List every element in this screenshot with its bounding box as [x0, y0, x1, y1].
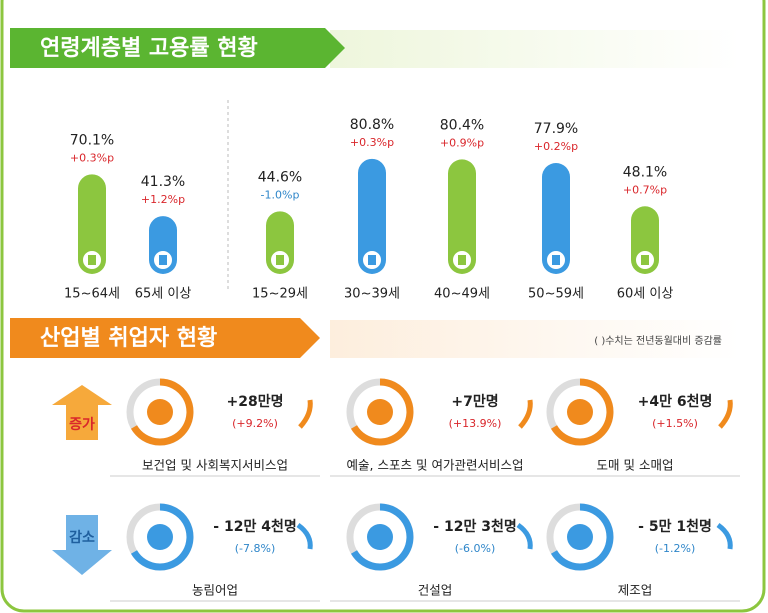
category-label: 30~39세	[344, 287, 400, 302]
bar	[448, 159, 476, 274]
category-label: 65세 이상	[135, 287, 192, 302]
icon-ring	[350, 378, 414, 446]
section-title: 연령계층별 고용률 현황	[40, 36, 258, 61]
value-label: 80.4%	[440, 117, 484, 133]
category-label: 60세 이상	[617, 287, 674, 302]
change: +7만명	[451, 393, 498, 410]
trend-arrow	[518, 399, 533, 429]
banner	[10, 28, 345, 68]
category-label: 15~29세	[252, 287, 308, 302]
rate: (+1.5%)	[652, 417, 698, 430]
bar-icon	[641, 255, 649, 265]
change: - 12만 4천명	[213, 518, 296, 535]
icon	[147, 399, 173, 425]
industry-name: 건설업	[418, 583, 453, 598]
bar	[358, 158, 386, 274]
rate: (+13.9%)	[449, 417, 502, 430]
change-label: +0.7%p	[623, 183, 667, 196]
bar-icon	[552, 255, 560, 265]
icon-ring	[550, 503, 614, 571]
change: +28만명	[227, 393, 284, 410]
trend-arrow	[298, 399, 313, 429]
value-label: 77.9%	[534, 121, 578, 137]
category-label: 50~59세	[528, 287, 584, 302]
value-label: 44.6%	[258, 169, 302, 185]
change-label: +0.9%p	[440, 136, 484, 149]
change-label: +1.2%p	[141, 193, 185, 206]
bar-icon	[159, 255, 167, 265]
icon	[367, 524, 393, 550]
trend-arrow	[718, 399, 733, 429]
icon	[567, 524, 593, 550]
rate: (-6.0%)	[455, 542, 496, 555]
trend-arrow	[516, 522, 533, 550]
banner-fade	[330, 320, 740, 358]
change-label: +0.2%p	[534, 140, 578, 153]
icon	[567, 399, 593, 425]
section-title: 산업별 취업자 현황	[40, 326, 217, 351]
change: - 5만 1천명	[638, 518, 712, 535]
industry-name: 보건업 및 사회복지서비스업	[142, 458, 288, 473]
industry-name: 제조업	[618, 583, 653, 598]
decrease-label: 감소	[69, 529, 95, 546]
icon	[367, 399, 393, 425]
bar-icon	[88, 255, 96, 265]
icon-ring	[350, 503, 414, 571]
bar	[542, 163, 570, 274]
category-label: 40~49세	[434, 287, 490, 302]
trend-arrow	[716, 522, 733, 550]
bar-icon	[368, 255, 376, 265]
change: - 12만 3천명	[433, 518, 516, 535]
change-label: +0.3%p	[350, 136, 394, 149]
icon-ring	[550, 378, 614, 446]
banner-fade	[330, 30, 740, 68]
rate: (+9.2%)	[232, 417, 278, 430]
note: ( )수치는 전년동월대비 증감률	[594, 335, 722, 347]
increase-label: 증가	[69, 417, 95, 433]
value-label: 70.1%	[70, 132, 114, 148]
rate: (-7.8%)	[235, 542, 276, 555]
rate: (-1.2%)	[655, 542, 696, 555]
banner	[10, 318, 320, 358]
value-label: 48.1%	[623, 164, 667, 180]
industry-name: 예술, 스포츠 및 여가관련서비스업	[347, 458, 524, 473]
down-arrow	[52, 515, 112, 575]
industry-name: 농림어업	[192, 583, 238, 598]
up-arrow	[52, 385, 112, 440]
value-label: 80.8%	[350, 117, 394, 133]
value-label: 41.3%	[141, 174, 185, 190]
bar	[78, 174, 106, 274]
change-label: +0.3%p	[70, 151, 114, 164]
bar-icon	[276, 255, 284, 265]
icon	[147, 524, 173, 550]
trend-arrow	[296, 522, 313, 550]
category-label: 15~64세	[64, 287, 120, 302]
change: +4만 6천명	[638, 393, 713, 410]
bar-icon	[458, 255, 466, 265]
icon-ring	[130, 378, 194, 446]
change-label: -1.0%p	[261, 188, 300, 201]
industry-name: 도매 및 소매업	[597, 458, 674, 473]
icon-ring	[130, 503, 194, 571]
